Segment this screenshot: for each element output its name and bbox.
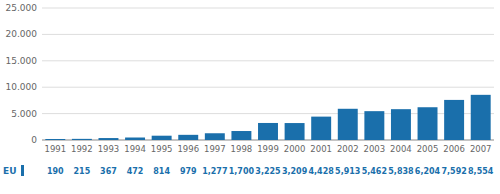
- data-label: 5,462: [362, 167, 387, 176]
- x-tick-label: 2003: [364, 144, 386, 154]
- legend: EU: [3, 165, 24, 176]
- grid-line: [42, 8, 494, 9]
- x-tick-label: 1992: [71, 144, 93, 154]
- data-label: 5,913: [335, 167, 360, 176]
- x-tick-label: 2007: [470, 144, 492, 154]
- bar: [231, 131, 251, 140]
- y-tick-label: 15.000: [6, 56, 38, 66]
- x-tick-label: 1993: [98, 144, 120, 154]
- data-label: 472: [127, 167, 144, 176]
- bar: [72, 139, 92, 140]
- bar: [311, 117, 331, 140]
- data-label: 215: [74, 167, 91, 176]
- chart: 0 5.000 10.000 15.000 20.000 25.000 1991 1992 19…: [0, 0, 500, 194]
- y-tick-label: 5.000: [11, 109, 37, 119]
- x-tick-label: 1996: [177, 144, 199, 154]
- bar: [205, 133, 225, 140]
- x-tick-label: 1999: [257, 144, 279, 154]
- x-tick-label: 1994: [124, 144, 146, 154]
- data-label: 3,209: [282, 167, 308, 176]
- data-label: 4,428: [309, 167, 335, 176]
- x-tick-label: 2004: [390, 144, 412, 154]
- y-tick-label: 20.000: [6, 29, 38, 39]
- x-tick-label: 1998: [231, 144, 253, 154]
- bar: [125, 138, 145, 140]
- bar: [338, 109, 358, 140]
- data-label: 8,554: [468, 167, 494, 176]
- x-tick-label: 2001: [310, 144, 332, 154]
- legend-label: EU: [3, 166, 16, 176]
- x-tick-label: 1997: [204, 144, 226, 154]
- legend-swatch: [21, 165, 24, 176]
- grid-line: [42, 34, 494, 35]
- y-tick-label: 0: [31, 135, 37, 145]
- x-tick-label: 2006: [443, 144, 465, 154]
- bar: [444, 100, 464, 140]
- x-tick-label: 2005: [417, 144, 439, 154]
- data-label: 190: [47, 167, 64, 176]
- x-tick-label: 2002: [337, 144, 359, 154]
- data-label: 814: [153, 167, 170, 176]
- y-tick-label: 10.000: [6, 82, 38, 92]
- data-label: 7,592: [441, 167, 466, 176]
- data-label: 3,225: [255, 167, 281, 176]
- bar: [152, 136, 172, 140]
- bar: [258, 123, 278, 140]
- x-tick-label: 2000: [284, 144, 306, 154]
- x-tick-label: 1995: [151, 144, 173, 154]
- bar: [418, 107, 438, 140]
- bar: [178, 135, 198, 140]
- y-tick-label: 25.000: [6, 3, 38, 13]
- bar: [391, 109, 411, 140]
- data-label: 6,204: [415, 167, 441, 176]
- grid-line: [42, 87, 494, 88]
- bar: [99, 138, 119, 140]
- data-label: 979: [180, 167, 197, 176]
- data-label: 5,838: [388, 167, 414, 176]
- bar: [471, 95, 491, 140]
- data-label: 1,277: [202, 167, 227, 176]
- bar: [285, 123, 305, 140]
- grid-line: [42, 60, 494, 61]
- x-tick-label: 1991: [44, 144, 66, 154]
- bar: [364, 111, 384, 140]
- bar: [45, 139, 65, 140]
- data-label: 1,700: [229, 167, 255, 176]
- bars: [45, 95, 490, 140]
- data-label: 367: [100, 167, 117, 176]
